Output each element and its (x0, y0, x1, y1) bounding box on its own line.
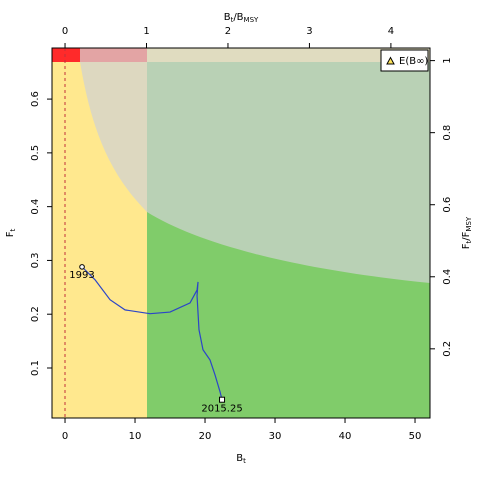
x-tick-label: 20 (199, 431, 212, 442)
y-tick-label: 0.5 (30, 145, 41, 161)
x-tick-label: 10 (129, 431, 142, 442)
x2-label: Bt/BMSY (224, 12, 259, 24)
plot-frame (51, 47, 431, 419)
start-label: 1993 (69, 270, 94, 281)
x-tick-label: 30 (269, 431, 282, 442)
y2-tick-label: 0.2 (442, 341, 453, 357)
y-tick-label: 0.4 (30, 199, 41, 215)
trajectory (81, 266, 223, 400)
legend-marker (386, 56, 395, 65)
x2-tick-label: 2 (225, 26, 231, 37)
y-tick-label: 0.2 (30, 306, 41, 322)
region-top (147, 48, 430, 62)
legend: E(B∞) (380, 49, 429, 72)
region-beige (80, 62, 147, 212)
y2-tick-label: 1 (442, 57, 453, 63)
y-tick-label: 0.1 (30, 360, 41, 376)
x2-tick-label: 3 (306, 26, 312, 37)
x-label: Bt (236, 453, 246, 465)
y2-tick-label: 0.6 (442, 197, 453, 213)
y2-tick-label: 0.8 (442, 125, 453, 141)
y-label: Ft (5, 228, 17, 237)
y2-label: Ft/FMSY (461, 216, 473, 249)
region-grey (147, 62, 430, 283)
x-tick-label: 0 (62, 431, 68, 442)
x2-tick-label: 0 (62, 26, 68, 37)
legend-label: E(B∞) (399, 56, 428, 67)
start-point (79, 264, 85, 270)
x2-tick-label: 4 (388, 26, 394, 37)
end-point (219, 396, 226, 403)
x-tick-label: 40 (339, 431, 352, 442)
region-red (52, 48, 80, 62)
legend-box (380, 49, 429, 72)
x2-tick-label: 1 (143, 26, 149, 37)
kobe-regions (52, 48, 430, 418)
y-tick-label: 0.6 (30, 91, 41, 107)
y-tick-label: 0.3 (30, 252, 41, 268)
x-tick-label: 50 (409, 431, 422, 442)
region-pink (80, 48, 147, 62)
y2-tick-label: 0.4 (442, 269, 453, 285)
end-label: 2015.25 (201, 404, 242, 415)
